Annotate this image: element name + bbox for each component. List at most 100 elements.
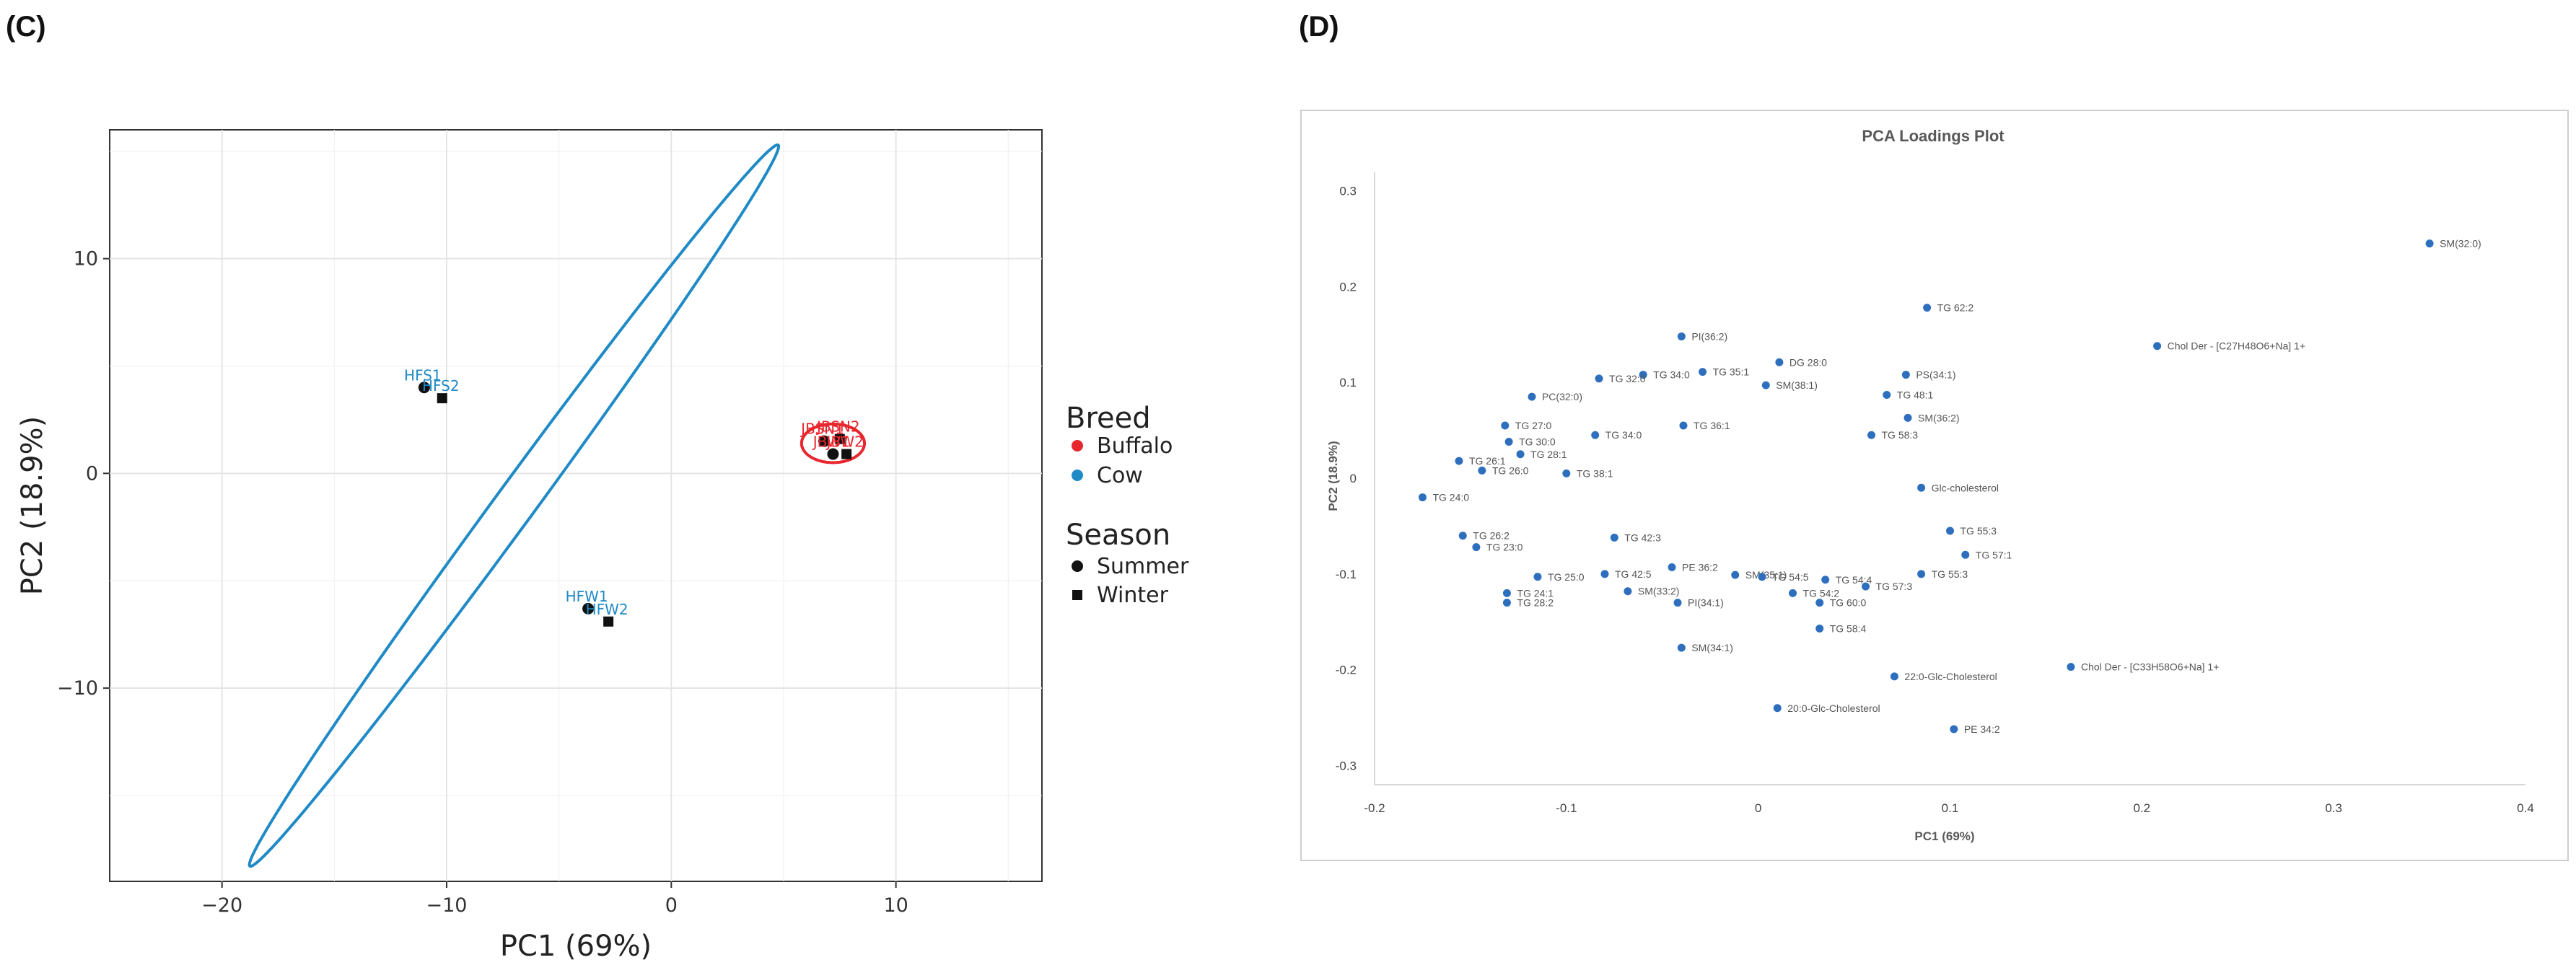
loading-point	[1562, 469, 1571, 477]
loading-point	[1923, 304, 1932, 312]
loading-point	[1883, 390, 1891, 399]
loading-label: SM(33:2)	[1638, 586, 1680, 597]
loading-label: SM(32:0)	[2440, 238, 2481, 250]
point-HFW1	[582, 602, 595, 614]
loading-point	[2067, 663, 2075, 671]
loading-label: TG 24:1	[1517, 587, 1554, 599]
loading-label: TG 26:1	[1469, 455, 1506, 467]
loading-label: TG 28:1	[1530, 449, 1567, 460]
loading-label: SM(36:2)	[1918, 412, 1960, 423]
y-tick-label: 0	[86, 462, 98, 485]
loading-label: Glc-cholesterol	[1932, 482, 1999, 493]
loading-label: TG 36:1	[1694, 420, 1730, 431]
point-label: JBW2	[825, 433, 863, 451]
legend-breed-title: Breed	[1066, 402, 1151, 435]
loading-label: TG 30:0	[1519, 436, 1556, 448]
legend-buffalo-marker	[1072, 440, 1083, 451]
loading-point	[1773, 704, 1782, 713]
point-JBW2	[841, 449, 852, 459]
loading-label: SM(38:1)	[1776, 379, 1818, 391]
loading-point	[1789, 589, 1797, 597]
d-x-tick-label: 0.3	[2325, 801, 2342, 815]
loading-point	[2425, 239, 2434, 248]
loading-label: TG 54:2	[1803, 587, 1840, 599]
panel-d-xlabel: PC1 (69%)	[1914, 829, 1974, 843]
loading-label: TG 55:3	[1961, 525, 1997, 537]
panel-d-ylabel: PC2 (18.9%)	[1326, 441, 1340, 511]
loading-label: TG 54:5	[1772, 571, 1809, 583]
loading-label: TG 57:1	[1976, 549, 2012, 560]
loading-label: TG 54:4	[1836, 574, 1872, 586]
loading-label: TG 23:0	[1486, 542, 1523, 553]
legend-season-title: Season	[1066, 519, 1170, 552]
legend-winter-label: Winter	[1097, 583, 1169, 608]
loading-point	[1761, 381, 1770, 389]
loading-label: SM(35:1)	[1745, 569, 1787, 581]
loading-label: PE 34:2	[1964, 723, 2000, 735]
loading-point	[1815, 625, 1824, 633]
loading-point	[1731, 570, 1740, 579]
loading-point	[1961, 550, 1970, 559]
point-HFS2	[437, 393, 447, 404]
loading-point	[1901, 371, 1910, 379]
legend-cow-label: Cow	[1097, 463, 1143, 488]
loading-point	[1624, 587, 1632, 596]
panel-d-letter: (D)	[1299, 11, 1339, 43]
legend-winter-marker	[1072, 590, 1082, 600]
loading-point	[1673, 599, 1682, 607]
loading-label: TG 35:1	[1713, 366, 1750, 378]
panel-c-ellipses	[247, 143, 867, 868]
panel-c-ylabel: PC2 (18.9%)	[16, 416, 49, 596]
panel-c-grid	[110, 130, 1042, 881]
loading-label: TG 42:3	[1624, 532, 1661, 543]
point-JBW1	[827, 448, 839, 460]
d-y-tick-label: -0.3	[1336, 759, 1357, 772]
loading-point	[1775, 358, 1784, 366]
y-tick-label: −10	[57, 677, 98, 700]
d-y-tick-label: 0.2	[1339, 280, 1357, 294]
point-label: HFW1	[566, 588, 608, 605]
loading-label: TG 26:0	[1492, 464, 1529, 476]
loading-label: TG 42:5	[1615, 568, 1652, 580]
loading-point	[2153, 342, 2162, 351]
loading-label: TG 58:4	[1830, 623, 1867, 635]
loading-label: PI(36:2)	[1691, 330, 1727, 342]
panel-c-plot-area	[109, 129, 1043, 882]
loading-point	[1758, 573, 1766, 581]
x-tick-label: −10	[426, 894, 467, 917]
loading-point	[1478, 466, 1486, 475]
loading-label: PE 36:2	[1682, 562, 1718, 573]
d-y-tick-label: 0.1	[1339, 376, 1357, 389]
loading-label: TG 26:2	[1473, 530, 1510, 542]
loading-point	[1591, 431, 1600, 439]
loading-label: TG 62:2	[1937, 302, 1974, 314]
loading-label: PS(34:1)	[1916, 369, 1955, 381]
point-JBSN2	[834, 433, 845, 444]
loading-point	[1917, 483, 1926, 492]
loading-label: TG 55:3	[1932, 568, 1968, 580]
loading-label: 22:0-Glc-Cholesterol	[1904, 671, 1997, 682]
legend-buffalo-label: Buffalo	[1097, 433, 1173, 459]
loading-point	[1950, 725, 1958, 734]
loading-label: TG 38:1	[1577, 467, 1613, 479]
loading-point	[1502, 589, 1511, 597]
point-label: HFS1	[404, 366, 442, 384]
loading-point	[1472, 543, 1481, 552]
x-tick-label: 10	[883, 894, 908, 917]
loading-point	[1668, 563, 1676, 572]
panel-c-legend: Breed Buffalo Cow Season Summer Winter	[1066, 402, 1189, 608]
d-x-tick-label: -0.2	[1364, 801, 1385, 815]
loading-label: DG 28:0	[1789, 356, 1827, 368]
point-label: JBSN2	[815, 418, 860, 436]
x-tick-label: 0	[665, 894, 678, 917]
panel-d-points: SM(32:0) TG 62:2 Chol Der - [C27H48O6+Na] …	[1418, 238, 2481, 735]
loading-label: TG 28:2	[1517, 597, 1554, 609]
loading-point	[1458, 532, 1467, 540]
loading-point	[1600, 570, 1609, 578]
legend-summer-marker	[1072, 560, 1083, 572]
loading-label: TG 48:1	[1897, 389, 1934, 400]
loading-label: TG 32:0	[1609, 373, 1646, 384]
legend-summer-label: Summer	[1097, 554, 1189, 579]
